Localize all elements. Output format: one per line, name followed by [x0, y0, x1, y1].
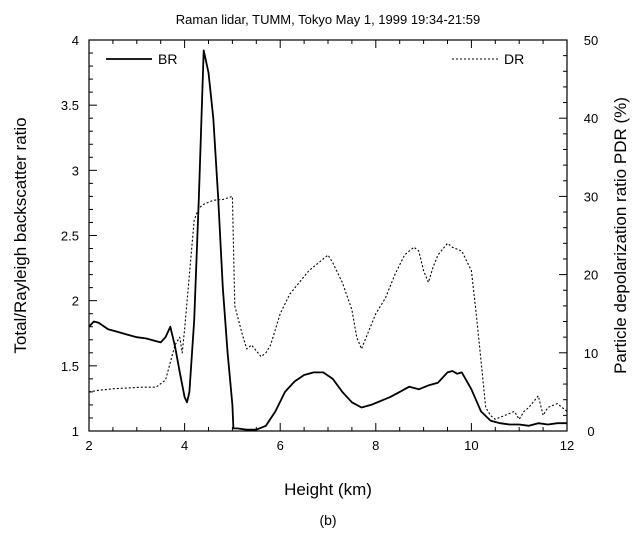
legend-label-dr: DR: [504, 51, 524, 67]
y-axis-left-title: Total/Rayleigh backscatter ratio: [11, 117, 30, 353]
y-left-tick-label: 3.5: [61, 98, 79, 113]
legend: BR DR: [106, 51, 524, 67]
chart-title: Raman lidar, TUMM, Tokyo May 1, 1999 19:…: [176, 12, 480, 27]
y-right-tick-label: 50: [584, 33, 598, 48]
y-left-tick-label: 2.5: [61, 229, 79, 244]
plot-frame: [88, 39, 568, 432]
y-left-tick-label: 4: [72, 33, 79, 48]
data-series: [88, 49, 568, 431]
x-tick-label: 12: [560, 438, 574, 453]
x-tick-label: 8: [372, 438, 379, 453]
plot-border: [88, 39, 568, 432]
y-left-tick-label: 1.5: [61, 359, 79, 374]
y-right-tick-label: 20: [584, 268, 598, 283]
y-left-tick-label: 3: [72, 163, 79, 178]
axis-ticks: [88, 39, 568, 432]
series-line-dr: [88, 195, 568, 420]
x-axis-title: Height (km): [284, 480, 372, 499]
y-left-tick-label: 2: [72, 294, 79, 309]
y-right-tick-label: 10: [584, 346, 598, 361]
x-tick-label: 10: [464, 438, 478, 453]
x-tick-label: 2: [85, 438, 92, 453]
x-tick-label: 4: [181, 438, 188, 453]
y-left-tick-label: 1: [72, 424, 79, 439]
y-right-tick-label: 0: [587, 424, 594, 439]
y-right-tick-label: 30: [584, 189, 598, 204]
y-right-tick-label: 40: [584, 111, 598, 126]
series-line-br: [88, 49, 567, 431]
x-tick-label: 6: [277, 438, 284, 453]
figure-caption: (b): [319, 512, 336, 528]
legend-label-br: BR: [158, 51, 177, 67]
y-axis-right-title: Particle depolarization ratio PDR (%): [611, 97, 630, 374]
